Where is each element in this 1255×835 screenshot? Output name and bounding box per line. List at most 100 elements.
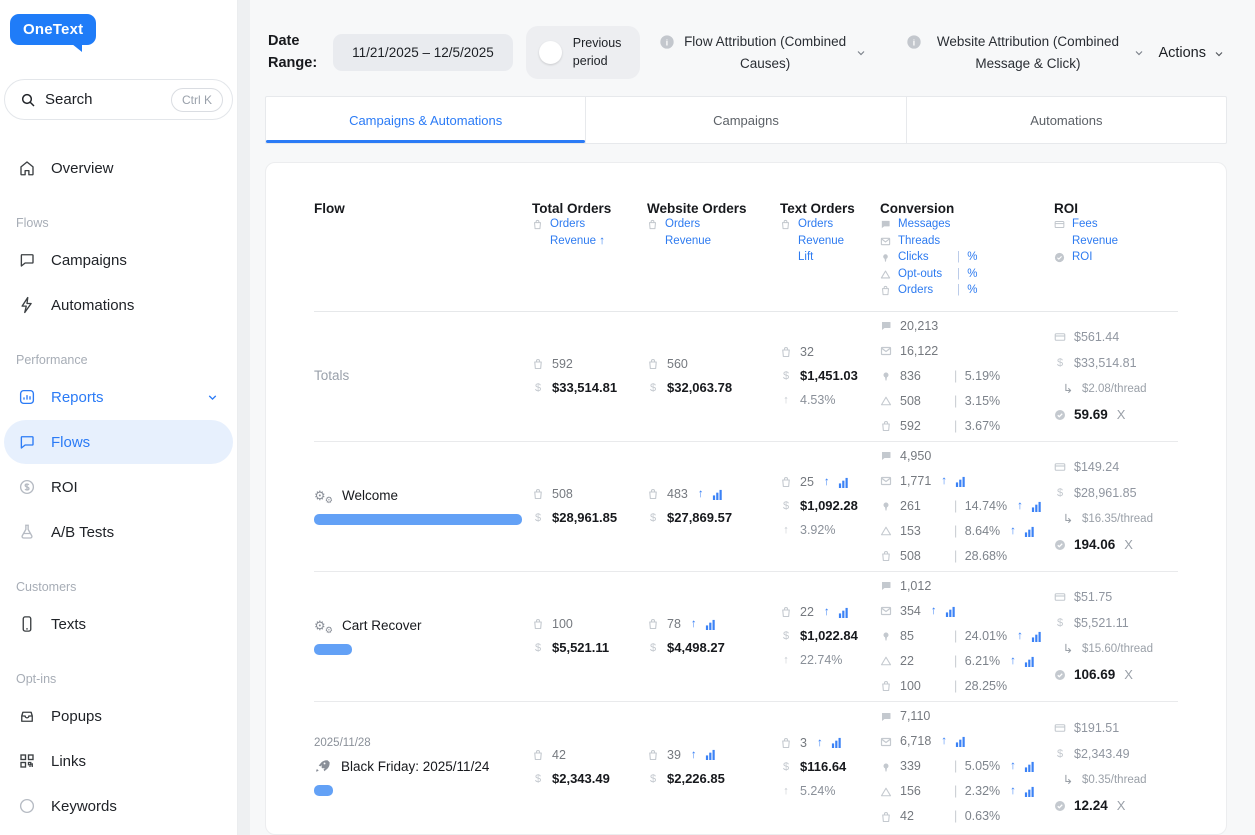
column-website-orders: Website Orders Orders Revenue: [647, 201, 780, 299]
column-title: Flow: [314, 201, 345, 216]
chevron-down-icon: [1133, 47, 1145, 59]
tab-bar: Campaigns & Automations Campaigns Automati…: [265, 96, 1227, 144]
metric-link-messages[interactable]: Messages: [880, 217, 1054, 233]
optouts-pct: | 3.15%: [954, 393, 1001, 408]
search-input[interactable]: Search Ctrl K: [4, 79, 233, 120]
actions-dropdown[interactable]: Actions: [1158, 45, 1225, 61]
card-icon: [1054, 331, 1066, 343]
roi-value: 12.24: [1074, 797, 1108, 813]
per-thread-value: $15.60/thread: [1082, 643, 1153, 655]
card-icon: [1054, 461, 1066, 473]
onetext-logo[interactable]: OneText: [10, 14, 97, 52]
metric-link-revenue[interactable]: Revenue: [647, 234, 780, 250]
website-revenue-value: $2,226.85: [667, 770, 725, 786]
bag-icon: [780, 219, 791, 230]
metric-link-orders[interactable]: Orders: [532, 217, 647, 233]
sidebar-item-overview[interactable]: Overview: [4, 146, 233, 190]
column-title: Website Orders: [647, 201, 747, 216]
dollar-icon: $: [1056, 617, 1064, 629]
revenue-bar: [314, 513, 522, 525]
dollar-icon: [532, 236, 543, 247]
date-range-input[interactable]: 11/21/2025 – 12/5/2025: [333, 34, 513, 71]
dollar-icon: $: [1056, 747, 1064, 760]
flow-attribution-dropdown[interactable]: i Flow Attribution (Combined Causes): [659, 31, 868, 74]
card-icon: [1054, 722, 1066, 734]
website-revenue-value: $27,869.57: [667, 510, 733, 525]
optouts-pct: | 8.64%: [954, 523, 1001, 538]
flow-name[interactable]: Black Friday: 2025/11/24: [314, 758, 532, 774]
optouts-value: 156: [900, 784, 921, 798]
metric-link-revenue[interactable]: Revenue: [780, 234, 880, 250]
table-row-totals: Totals 592 $ $33,514.81 560 $ $32,063.78 32 $ $1,…: [314, 312, 1178, 442]
bag-icon: [647, 358, 659, 370]
clicks-pct: | 24.01%: [954, 628, 1008, 643]
totals-label: Totals: [314, 368, 350, 383]
optouts-pct: | 6.21%: [954, 653, 1001, 668]
sidebar-item-reports[interactable]: Reports: [4, 375, 233, 419]
website-orders-value: 39: [667, 747, 681, 762]
metric-link-opt-outs[interactable]: Opt-outs | %: [880, 267, 1054, 283]
sidebar-item-links[interactable]: Links: [4, 739, 233, 783]
dollar-circle-icon: [18, 478, 36, 496]
sidebar-item-campaigns[interactable]: Campaigns: [4, 238, 233, 282]
trend-chart-icon: [838, 607, 849, 618]
website-attribution-label: Website Attribution (Combined Message & …: [936, 33, 1119, 71]
toolbar: Date Range: 11/21/2025 – 12/5/2025 Previ…: [250, 0, 1255, 79]
dollar-icon: $: [534, 382, 542, 394]
sidebar-item-label: Reports: [51, 388, 104, 406]
metric-link-revenue[interactable]: Revenue: [1054, 234, 1178, 250]
dollar-icon: [647, 236, 658, 247]
tab-campaigns[interactable]: Campaigns: [586, 97, 907, 143]
trend-up-icon: ↑: [690, 618, 697, 630]
roi-revenue-value: $5,521.11: [1074, 616, 1129, 630]
trend-up-icon: ↑: [1010, 654, 1016, 667]
text-revenue-value: $1,451.03: [800, 368, 858, 383]
dollar-icon: $: [534, 642, 542, 654]
dollar-icon: $: [649, 512, 657, 524]
lift-value: 4.53%: [800, 393, 836, 407]
sidebar-item-automations[interactable]: Automations: [4, 283, 233, 327]
scrollbar-track[interactable]: [237, 0, 250, 835]
sidebar-item-a-b-tests[interactable]: A/B Tests: [4, 510, 233, 554]
per-thread-value: $0.35/thread: [1082, 773, 1147, 786]
clicks-pct: | 14.74%: [954, 498, 1008, 513]
bag-icon: [647, 618, 659, 630]
metric-link-orders[interactable]: Orders | %: [880, 283, 1054, 299]
roi-revenue-value: $33,514.81: [1074, 356, 1137, 370]
sidebar-item-roi[interactable]: ROI: [4, 465, 233, 509]
website-attribution-dropdown[interactable]: i Website Attribution (Combined Message …: [906, 31, 1145, 74]
sidebar-item-texts[interactable]: Texts: [4, 602, 233, 646]
sidebar-item-keywords[interactable]: Keywords: [4, 784, 233, 828]
previous-period-toggle[interactable]: Previous period: [525, 26, 640, 79]
total-revenue-value: $5,521.11: [552, 640, 610, 655]
tab-automations[interactable]: Automations: [1030, 113, 1103, 128]
metric-link-lift[interactable]: Lift: [780, 250, 880, 266]
sidebar-section-performance: Performance: [16, 353, 88, 367]
bag-icon: [780, 737, 792, 749]
metric-link-orders[interactable]: Orders: [647, 217, 780, 233]
flow-name[interactable]: ⚙ ⚙ Welcome: [314, 487, 399, 505]
flow-name[interactable]: ⚙ ⚙ Cart Recover: [314, 617, 422, 635]
tab-campaigns-automations[interactable]: Campaigns & Automations: [266, 97, 587, 143]
website-revenue-value: $32,063.78: [667, 380, 733, 395]
trend-up-icon: ↑: [941, 474, 948, 487]
chat-icon: [18, 433, 36, 451]
metric-link-fees[interactable]: Fees: [1054, 217, 1178, 233]
qr-icon: [18, 752, 36, 770]
metric-link-roi[interactable]: ROI: [1054, 250, 1178, 266]
metric-link-revenue[interactable]: Revenue ↑: [532, 234, 647, 250]
total-orders-value: 592: [552, 357, 573, 371]
sidebar-item-label: A/B Tests: [51, 523, 115, 541]
messages-value: 4,950: [900, 448, 932, 463]
chevron-down-icon: [855, 47, 867, 59]
metric-link-threads[interactable]: Threads: [880, 234, 1054, 250]
optouts-pct: | 2.32%: [954, 784, 1001, 798]
trend-up-icon: ↑: [1010, 785, 1016, 797]
trend-up-icon: ↑: [930, 604, 937, 617]
sidebar-item-flows[interactable]: Flows: [4, 420, 233, 464]
triangle-icon: [880, 786, 892, 798]
return-arrow-icon: ↳: [1062, 512, 1074, 526]
metric-link-clicks[interactable]: Clicks | %: [880, 250, 1054, 266]
sidebar-item-popups[interactable]: Popups: [4, 694, 233, 738]
metric-link-orders[interactable]: Orders: [780, 217, 880, 233]
